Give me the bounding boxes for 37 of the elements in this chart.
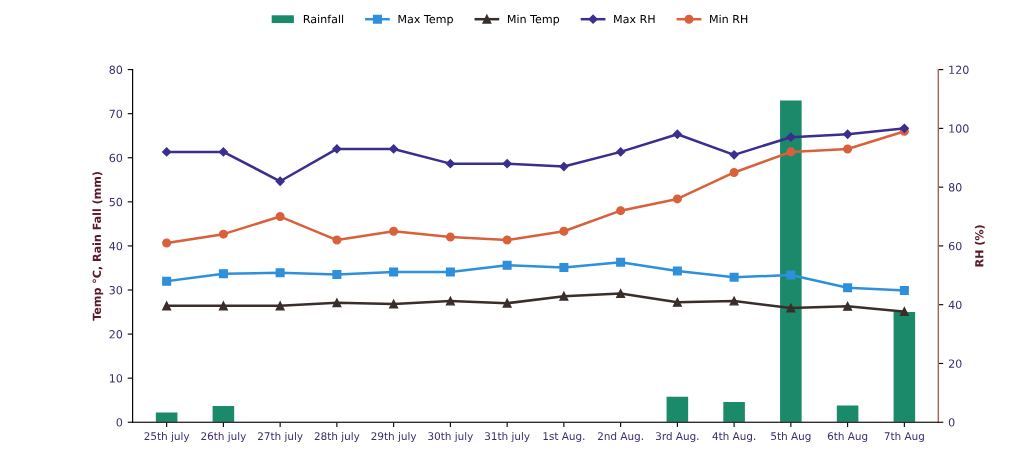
x-tick-label: 6th Aug [827, 431, 868, 443]
y-tick-label: 10 [109, 374, 123, 383]
y-tick-label: 80 [109, 65, 123, 74]
y2-tick-label: 20 [948, 359, 962, 368]
x-tick-label: 2nd Aug. [597, 431, 643, 443]
x-tick-label: 7th Aug [884, 431, 924, 443]
legend-label: Min RH [710, 14, 748, 24]
y2-tick-label: 60 [948, 241, 962, 251]
y2-tick-label: 120 [949, 65, 969, 74]
y-tick-label: 20 [109, 330, 123, 339]
y-tick-label: 70 [109, 109, 123, 119]
y2-tick-label: 0 [948, 418, 955, 427]
x-tick-label: 4th Aug. [712, 431, 756, 443]
y2-axis-title: RH (%) [974, 225, 985, 267]
x-tick-label: 31th july [485, 431, 530, 443]
y-tick-label: 30 [109, 285, 123, 295]
y-tick-label: 40 [109, 241, 123, 251]
legend-label: Min Temp [507, 14, 560, 26]
x-tick-label: 3rd Aug. [656, 431, 699, 443]
y2-tick-label: 80 [948, 183, 962, 192]
y-tick-label: 0 [116, 418, 123, 427]
y2-tick-label: 40 [948, 300, 962, 310]
y-tick-label: 50 [109, 197, 123, 207]
legend-label: Max RH [614, 14, 655, 24]
y-axis-title: Temp °C, Rain Fall (mm) [92, 172, 104, 321]
legend-label: Rainfall [303, 14, 344, 24]
x-tick-label: 1st Aug. [543, 432, 585, 443]
x-tick-label: 25th july [144, 431, 190, 443]
x-tick-label: 5th Aug [771, 431, 811, 443]
x-tick-label: 26th july [201, 431, 246, 443]
x-tick-label: 30th july [428, 431, 473, 443]
y2-tick-label: 100 [949, 124, 969, 133]
x-tick-label: 27th july [258, 431, 303, 443]
y-tick-label: 60 [109, 153, 123, 163]
x-tick-label: 29th july [371, 431, 417, 443]
x-tick-label: 28th july [314, 431, 360, 443]
legend-label: Max Temp [398, 14, 453, 26]
